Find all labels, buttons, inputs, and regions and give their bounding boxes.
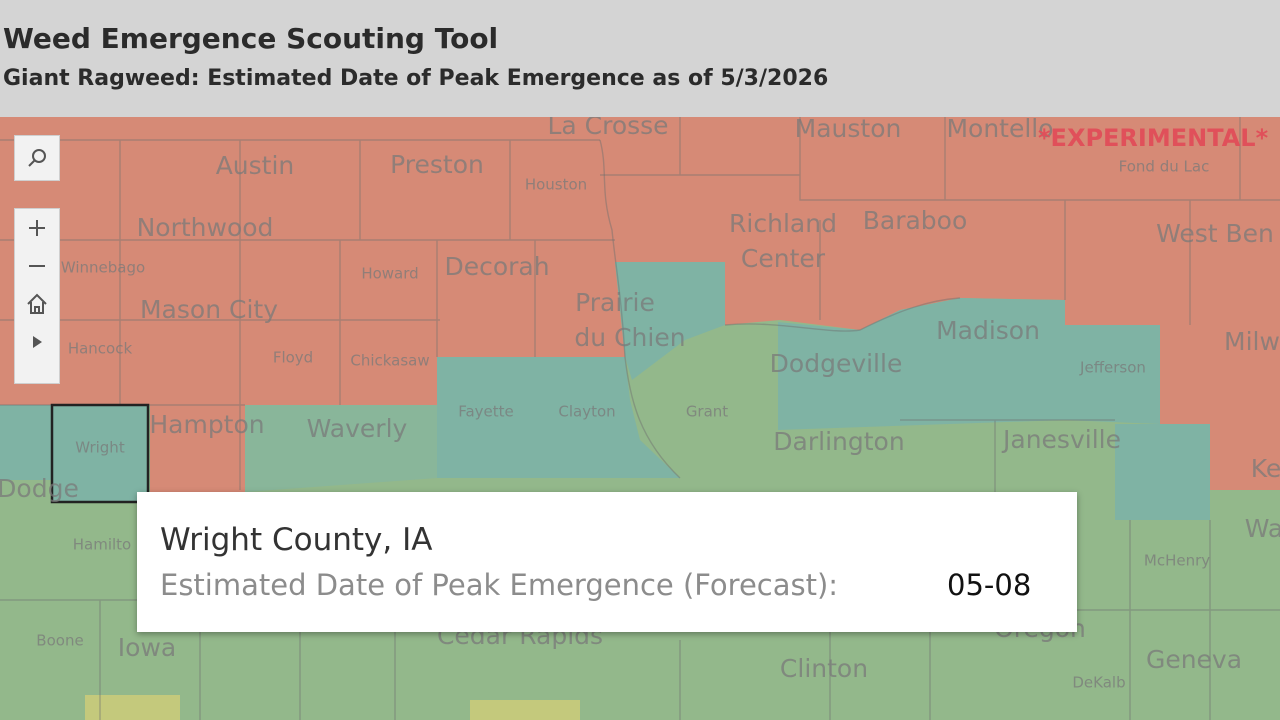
place-label: du Chien xyxy=(574,323,685,352)
place-label: Clayton xyxy=(558,403,615,421)
home-button[interactable] xyxy=(15,285,59,323)
place-label: Prairie xyxy=(575,288,655,317)
region-teal xyxy=(1065,325,1160,424)
region-teal xyxy=(437,357,680,478)
place-label: Clinton xyxy=(780,654,868,683)
search-icon xyxy=(28,149,46,167)
place-label: Howard xyxy=(361,265,418,283)
place-label: Floyd xyxy=(273,349,313,367)
place-label: Janesville xyxy=(1001,425,1121,454)
zoom-out-button[interactable] xyxy=(15,247,59,285)
home-icon xyxy=(27,293,47,314)
expand-button[interactable] xyxy=(15,323,59,361)
region-teal xyxy=(615,262,725,380)
place-label: Houston xyxy=(525,176,587,194)
place-labels: La Crosse Mauston Montello Fond du Lac A… xyxy=(0,117,1280,692)
tooltip-title: Wright County, IA xyxy=(160,522,433,558)
place-label: La Crosse xyxy=(547,117,668,140)
place-label: Fayette xyxy=(458,403,514,421)
place-label: Austin xyxy=(216,151,295,180)
place-label: West Ben xyxy=(1156,219,1274,248)
place-label: Waverly xyxy=(307,414,408,443)
place-label: Northwood xyxy=(137,213,274,242)
place-label: Mauston xyxy=(795,117,902,143)
place-label: Grant xyxy=(686,403,728,421)
place-label: McHenry xyxy=(1144,552,1210,570)
place-label: Dodge xyxy=(0,474,79,503)
tooltip: Wright County, IA Estimated Date of Peak… xyxy=(137,492,1077,632)
place-label: Hampton xyxy=(149,410,264,439)
search-button[interactable] xyxy=(15,136,59,180)
header: Weed Emergence Scouting Tool Giant Ragwe… xyxy=(0,0,1280,117)
search-control xyxy=(14,135,60,181)
place-label: Hancock xyxy=(68,340,133,358)
minus-icon xyxy=(29,265,45,267)
place-label: Fond du Lac xyxy=(1119,158,1210,176)
tooltip-value: 05-08 xyxy=(947,568,1032,602)
place-label: Decorah xyxy=(444,252,549,281)
play-icon xyxy=(33,336,42,348)
county-borders xyxy=(0,117,1280,720)
region-teal xyxy=(1115,424,1210,520)
place-label: Dodgeville xyxy=(770,349,903,378)
place-label: Milw xyxy=(1224,327,1280,356)
place-label: Jefferson xyxy=(1079,359,1146,377)
region-early xyxy=(85,695,180,720)
place-label: Richland xyxy=(729,209,837,238)
region-teal xyxy=(0,405,52,480)
place-label: Baraboo xyxy=(863,206,968,235)
subtitle: Giant Ragweed: Estimated Date of Peak Em… xyxy=(3,66,829,91)
plus-icon xyxy=(29,220,45,236)
place-label: Mason City xyxy=(140,295,278,324)
place-label: Darlington xyxy=(773,427,904,456)
place-label: DeKalb xyxy=(1072,674,1125,692)
zoom-controls xyxy=(14,208,60,384)
zoom-in-button[interactable] xyxy=(15,209,59,247)
place-label: Preston xyxy=(390,150,484,179)
place-label: Wright xyxy=(75,439,125,457)
region-teal xyxy=(52,405,148,502)
place-label: Iowa xyxy=(118,633,176,662)
region-early xyxy=(470,700,580,720)
place-label: Montello xyxy=(946,117,1053,143)
region-late xyxy=(0,117,1280,492)
experimental-badge: *EXPERIMENTAL* xyxy=(1038,124,1269,152)
place-label: Boone xyxy=(36,632,83,650)
region-teal-green xyxy=(245,405,437,492)
place-label: Ke xyxy=(1251,454,1280,483)
place-label: Hamilto xyxy=(73,536,131,554)
place-label: Center xyxy=(741,244,826,273)
place-label: Winnebago xyxy=(61,259,145,277)
region-teal xyxy=(778,298,1065,430)
place-label: Madison xyxy=(936,316,1040,345)
place-label: Geneva xyxy=(1146,645,1242,674)
place-label: Chickasaw xyxy=(350,352,429,370)
title: Weed Emergence Scouting Tool xyxy=(3,22,499,55)
tooltip-field: Estimated Date of Peak Emergence (Foreca… xyxy=(160,568,839,602)
place-label: Wa xyxy=(1245,514,1280,543)
